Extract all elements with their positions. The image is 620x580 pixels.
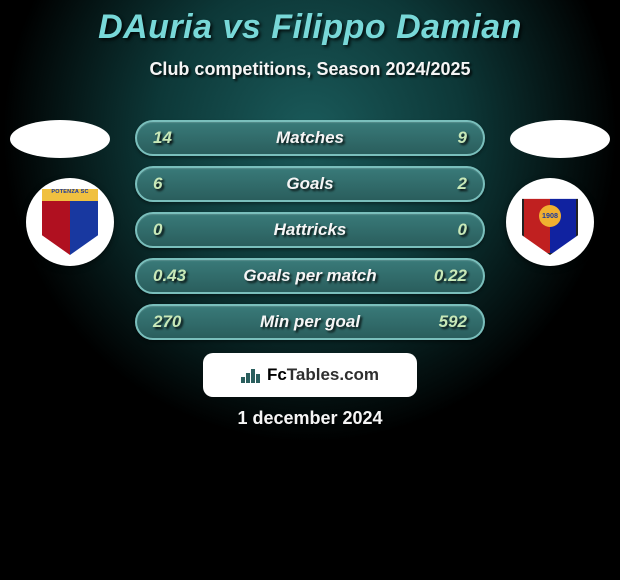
stat-label: Hattricks: [137, 220, 483, 240]
stat-value-left: 270: [153, 312, 181, 332]
club-badge-left: [26, 178, 114, 266]
stat-row: 6Goals2: [135, 166, 485, 202]
stat-label: Matches: [137, 128, 483, 148]
stat-row: 0.43Goals per match0.22: [135, 258, 485, 294]
stat-label: Goals per match: [137, 266, 483, 286]
player-right-avatar: [510, 120, 610, 158]
stat-value-left: 0.43: [153, 266, 186, 286]
stat-value-right: 2: [458, 174, 467, 194]
stat-value-left: 6: [153, 174, 162, 194]
date: 1 december 2024: [0, 408, 620, 429]
shield-icon: [522, 189, 578, 255]
branding-label: FcTables.com: [267, 365, 379, 385]
stat-row: 0Hattricks0: [135, 212, 485, 248]
stat-row: 14Matches9: [135, 120, 485, 156]
stat-value-left: 14: [153, 128, 172, 148]
stat-value-right: 0.22: [434, 266, 467, 286]
page-title: DAuria vs Filippo Damian: [0, 0, 620, 47]
player-left-avatar: [10, 120, 110, 158]
stat-value-right: 592: [439, 312, 467, 332]
stat-value-left: 0: [153, 220, 162, 240]
subtitle: Club competitions, Season 2024/2025: [0, 59, 620, 80]
stat-row: 270Min per goal592: [135, 304, 485, 340]
bar-chart-icon: [241, 367, 261, 383]
stat-value-right: 0: [458, 220, 467, 240]
club-badge-right: [506, 178, 594, 266]
stat-value-right: 9: [458, 128, 467, 148]
stat-label: Goals: [137, 174, 483, 194]
branding-badge[interactable]: FcTables.com: [203, 353, 417, 397]
shield-icon: [42, 189, 98, 255]
stat-label: Min per goal: [137, 312, 483, 332]
stat-rows: 14Matches9 6Goals2 0Hattricks0 0.43Goals pe…: [135, 120, 485, 350]
